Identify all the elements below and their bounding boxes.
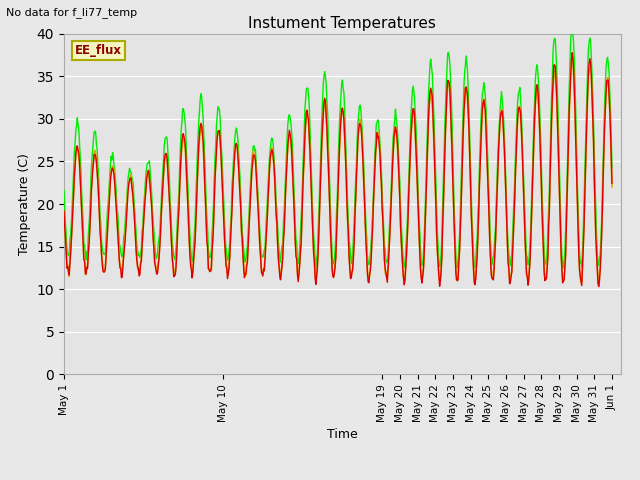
Title: Instument Temperatures: Instument Temperatures — [248, 16, 436, 31]
X-axis label: Time: Time — [327, 428, 358, 441]
Text: No data for f_li77_temp: No data for f_li77_temp — [6, 7, 138, 18]
Text: EE_flux: EE_flux — [75, 44, 122, 57]
Legend: li75_t, SonicT, AirT: li75_t, SonicT, AirT — [206, 475, 479, 480]
Y-axis label: Temperature (C): Temperature (C) — [18, 153, 31, 255]
